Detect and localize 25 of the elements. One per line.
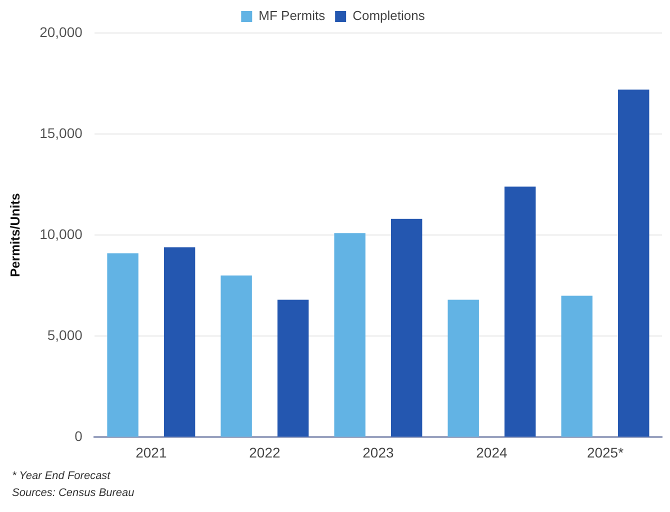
source-note: Sources: Census Bureau xyxy=(12,486,134,501)
bar xyxy=(504,186,536,437)
bar xyxy=(107,253,138,437)
x-tick-label: 2021 xyxy=(136,444,167,460)
y-tick-label: 5,000 xyxy=(47,327,83,344)
y-tick-label: 0 xyxy=(74,428,83,444)
bar xyxy=(277,300,309,437)
x-tick-label: 2023 xyxy=(362,444,394,460)
x-tick-label: 2025* xyxy=(586,444,624,460)
bar xyxy=(561,296,592,437)
text: * Year End Forecast xyxy=(12,469,112,484)
bar xyxy=(164,247,196,437)
legend-label: Completions xyxy=(352,8,426,24)
x-tick-label: 2024 xyxy=(476,444,508,460)
y-tick-label: 15,000 xyxy=(40,124,83,141)
x-tick-label: 2022 xyxy=(249,444,280,460)
y-axis-title: Permits/Units xyxy=(7,193,22,278)
bar xyxy=(390,218,422,437)
bar xyxy=(448,300,479,437)
legend-label: MF Permits xyxy=(258,8,326,24)
bar xyxy=(220,276,252,437)
bar xyxy=(334,233,366,437)
y-tick-label: 20,000 xyxy=(40,24,83,40)
y-tick-label: 10,000 xyxy=(40,226,83,242)
bar xyxy=(618,90,650,437)
